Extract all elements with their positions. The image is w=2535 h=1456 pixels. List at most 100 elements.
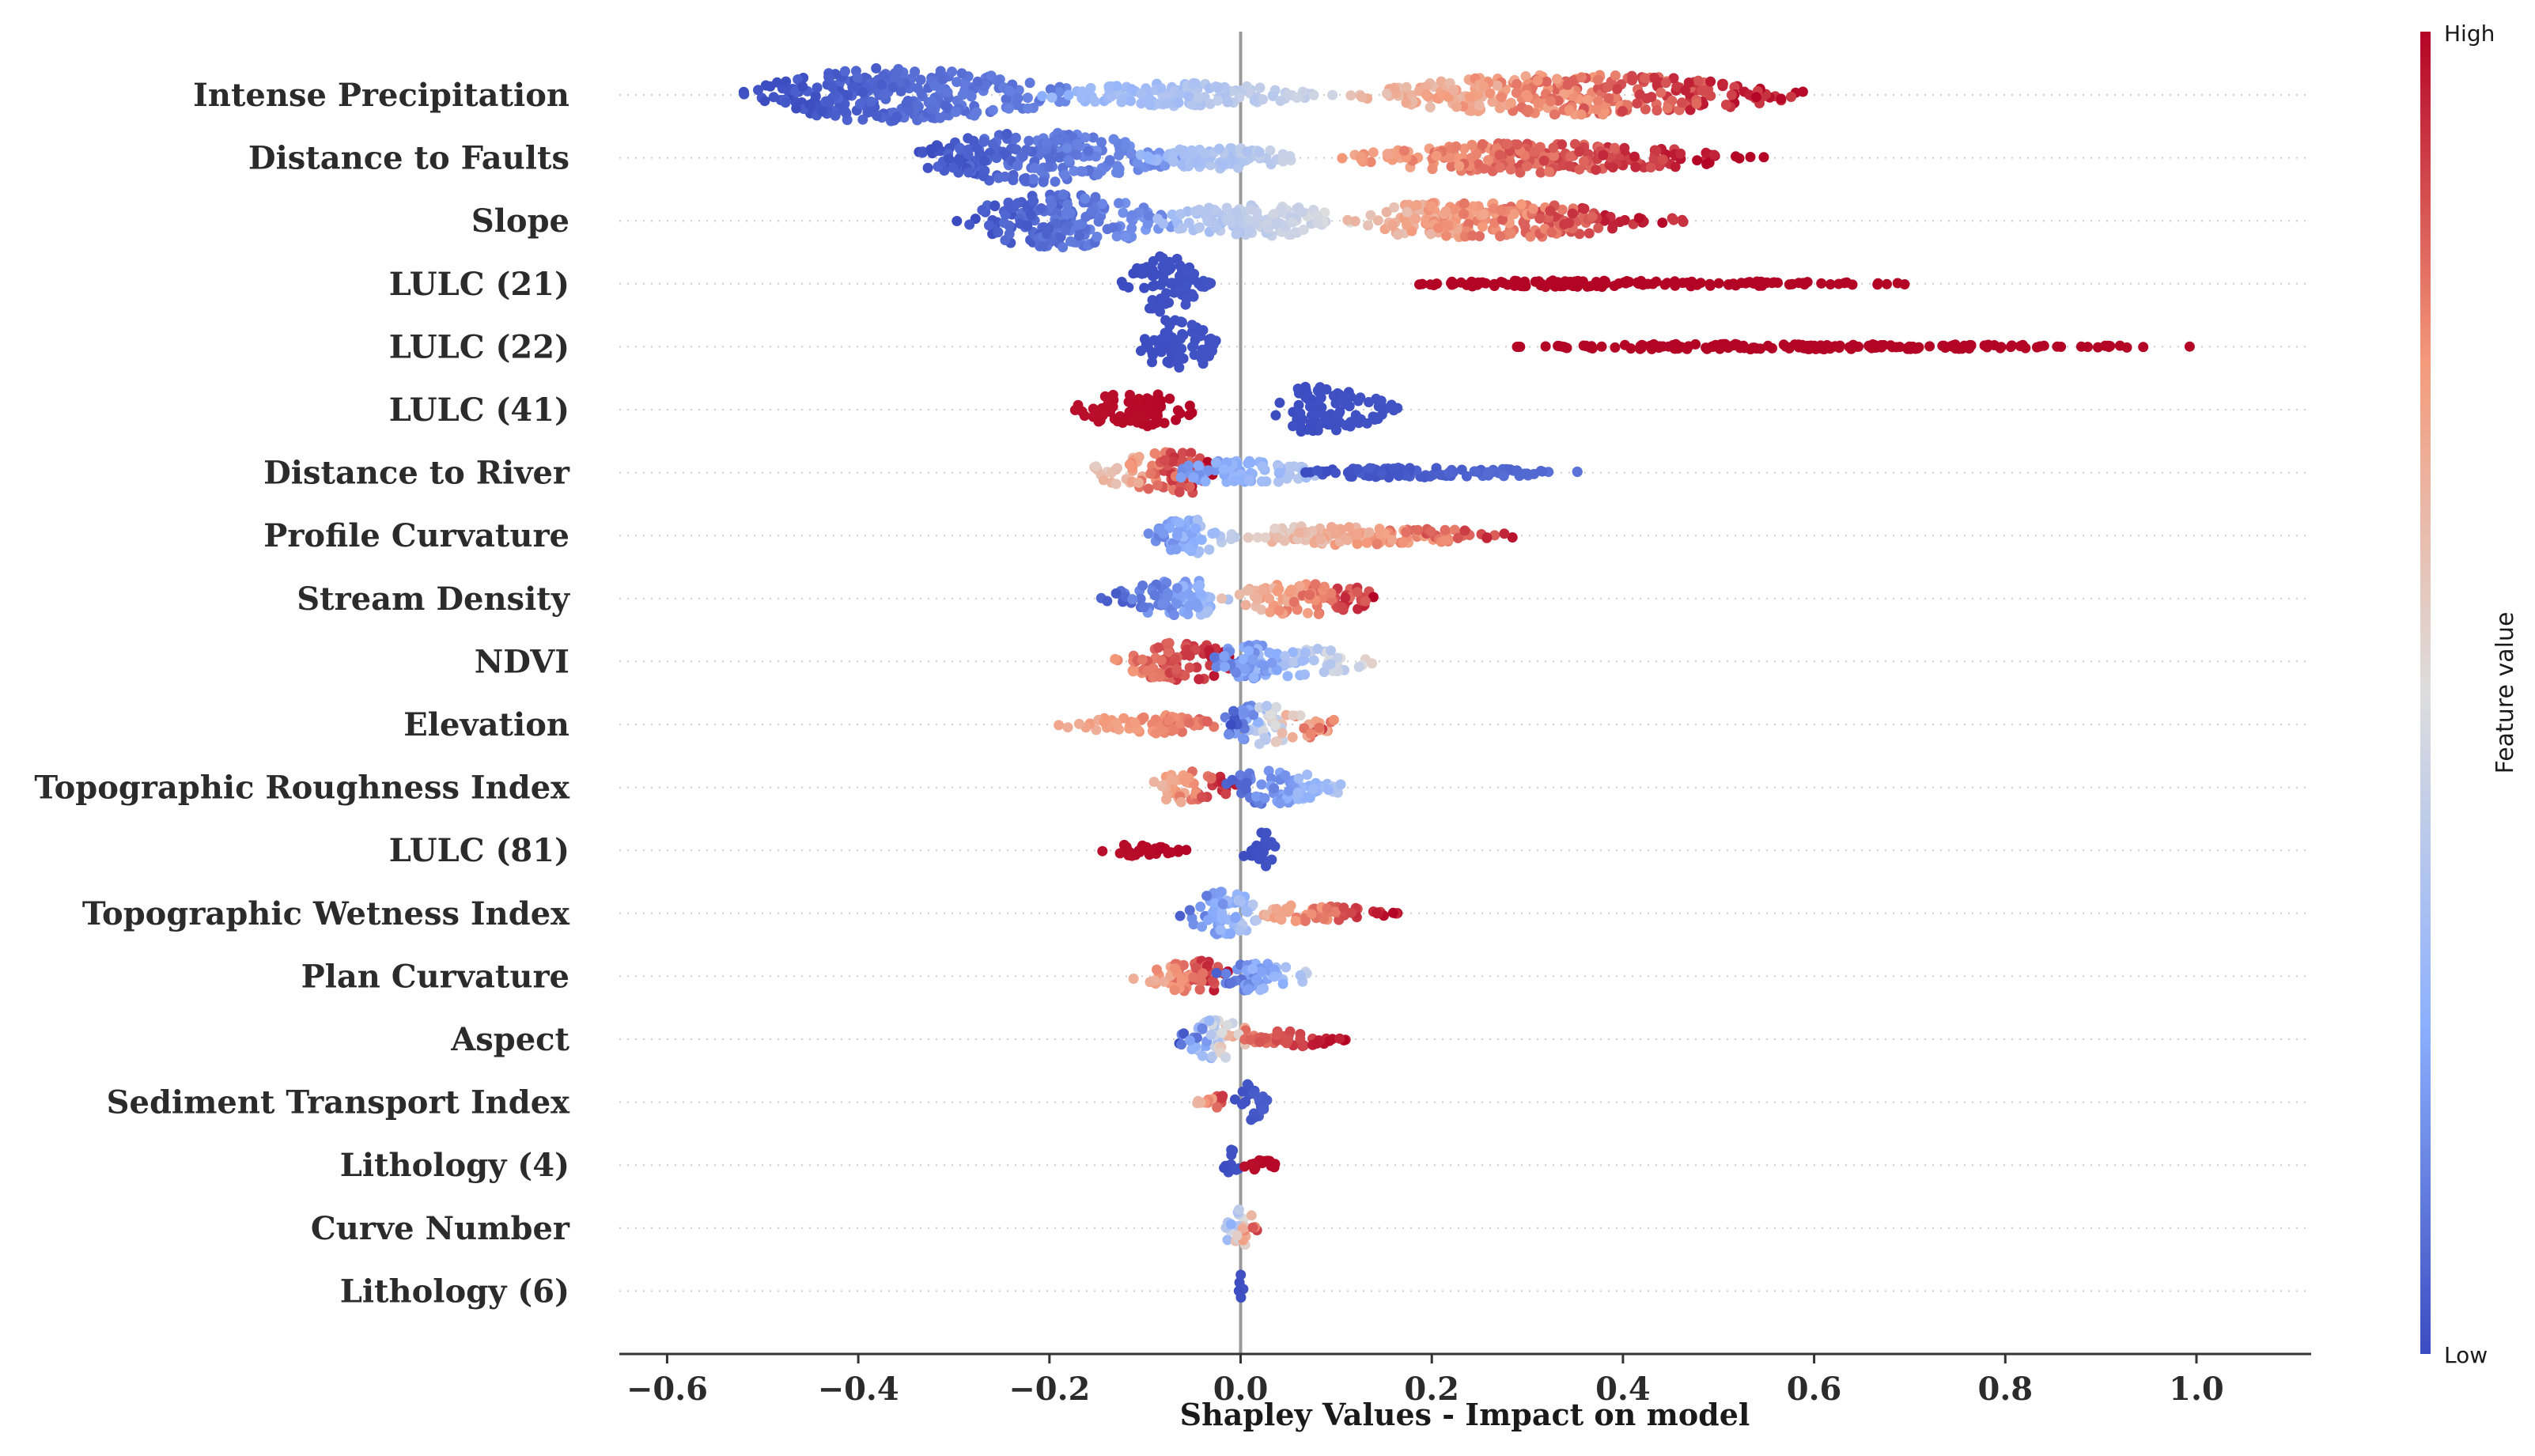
shap-point bbox=[797, 81, 808, 93]
shap-point bbox=[1072, 138, 1083, 149]
shap-point bbox=[1323, 785, 1334, 796]
shap-point bbox=[1433, 222, 1444, 233]
shap-point bbox=[1349, 216, 1360, 227]
shap-point bbox=[1387, 220, 1398, 231]
shap-point bbox=[1222, 96, 1233, 108]
shap-point bbox=[842, 89, 853, 100]
shap-point bbox=[1187, 342, 1198, 352]
shap-point bbox=[1304, 589, 1315, 600]
shap-point bbox=[1282, 671, 1293, 682]
shap-point bbox=[1527, 203, 1538, 214]
shap-point bbox=[1290, 916, 1301, 926]
shap-point bbox=[1243, 475, 1254, 486]
shap-point bbox=[1477, 221, 1488, 232]
shap-point bbox=[1200, 476, 1211, 487]
feature-label: Profile Curvature bbox=[263, 517, 569, 554]
shap-point bbox=[1464, 92, 1475, 102]
shap-point bbox=[1269, 971, 1280, 982]
shap-point bbox=[1762, 340, 1773, 351]
shap-point bbox=[1061, 142, 1073, 153]
shap-point bbox=[1111, 231, 1122, 242]
shap-point bbox=[1315, 392, 1326, 403]
shap-point bbox=[1564, 104, 1575, 115]
shap-point bbox=[940, 100, 951, 112]
shap-point bbox=[1195, 588, 1206, 599]
shap-point bbox=[1099, 717, 1110, 728]
shap-point bbox=[1557, 204, 1568, 215]
shap-point bbox=[1205, 1030, 1216, 1040]
shap-point bbox=[1452, 532, 1463, 543]
shap-point bbox=[1293, 773, 1304, 784]
shap-point bbox=[1232, 1230, 1243, 1241]
shap-point bbox=[1022, 93, 1033, 104]
x-axis-title: Shapley Values - Impact on model bbox=[1180, 1397, 1750, 1432]
shap-point bbox=[1148, 255, 1159, 267]
shap-point bbox=[1217, 159, 1228, 170]
shap-point bbox=[1193, 92, 1204, 103]
shap-point bbox=[1108, 134, 1119, 145]
shap-point bbox=[1355, 392, 1366, 403]
shap-point bbox=[1243, 224, 1254, 235]
shap-point bbox=[1242, 906, 1253, 917]
shap-point bbox=[1172, 405, 1183, 416]
shap-point bbox=[1451, 141, 1462, 152]
shap-point bbox=[782, 85, 793, 96]
feature-label: Intense Precipitation bbox=[193, 77, 569, 114]
shap-point bbox=[1319, 913, 1330, 925]
shap-point bbox=[1175, 910, 1186, 921]
shap-point bbox=[1899, 279, 1910, 289]
shap-point bbox=[1495, 162, 1506, 173]
shap-point bbox=[1279, 535, 1290, 546]
shap-point bbox=[1129, 717, 1141, 728]
shap-point bbox=[993, 227, 1004, 238]
shap-point bbox=[1288, 596, 1300, 607]
feature-label: Stream Density bbox=[297, 581, 570, 618]
shap-point bbox=[1077, 166, 1088, 177]
shap-point bbox=[1277, 978, 1288, 989]
colorbar-title: Feature value bbox=[2491, 612, 2519, 774]
shap-point bbox=[1091, 151, 1102, 162]
shap-point bbox=[1360, 596, 1371, 607]
shap-point bbox=[1092, 169, 1103, 180]
feature-label: Aspect bbox=[450, 1021, 569, 1058]
shap-point bbox=[1171, 414, 1182, 425]
shap-point bbox=[1160, 160, 1171, 171]
shap-point bbox=[1204, 544, 1215, 555]
shap-point bbox=[1281, 962, 1292, 973]
shap-point bbox=[1337, 153, 1348, 164]
shap-point bbox=[1175, 472, 1186, 483]
feature-label: Elevation bbox=[403, 706, 569, 743]
shap-point bbox=[1132, 157, 1143, 168]
shap-point bbox=[1382, 149, 1393, 160]
shap-point bbox=[1161, 288, 1171, 299]
shap-point bbox=[1443, 220, 1454, 231]
shap-point bbox=[739, 89, 750, 100]
shap-point bbox=[1540, 341, 1551, 352]
shap-point bbox=[1264, 647, 1275, 658]
shap-point bbox=[1327, 89, 1338, 100]
feature-label: Lithology (6) bbox=[340, 1273, 569, 1310]
shap-point bbox=[1758, 152, 1769, 163]
shap-point bbox=[1051, 135, 1062, 146]
shap-point bbox=[1004, 85, 1015, 96]
shap-point bbox=[1432, 278, 1443, 289]
shap-point bbox=[925, 104, 936, 115]
shap-point bbox=[1008, 175, 1019, 186]
shap-point bbox=[1028, 195, 1039, 206]
shap-point bbox=[1258, 462, 1268, 473]
shap-point bbox=[1701, 147, 1712, 158]
shap-point bbox=[1194, 674, 1205, 685]
shap-point bbox=[978, 136, 989, 147]
shap-point bbox=[887, 82, 899, 93]
shap-point bbox=[1511, 87, 1522, 98]
shap-point bbox=[1220, 661, 1231, 672]
shap-point bbox=[1280, 651, 1291, 662]
shap-point bbox=[1259, 792, 1270, 804]
shap-point bbox=[1093, 216, 1104, 227]
shap-point bbox=[1701, 342, 1712, 354]
shap-point bbox=[1186, 448, 1197, 459]
shap-point bbox=[1191, 599, 1202, 610]
shap-point bbox=[823, 96, 834, 107]
shap-point bbox=[1173, 89, 1184, 100]
shap-point bbox=[1197, 348, 1208, 359]
